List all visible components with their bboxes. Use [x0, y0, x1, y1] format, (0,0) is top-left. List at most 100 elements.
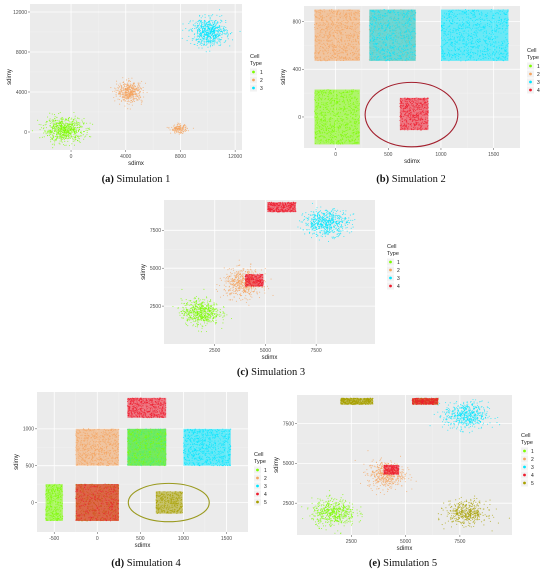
data-point	[382, 17, 384, 20]
data-point	[213, 27, 216, 29]
data-point	[463, 51, 465, 53]
data-point	[323, 33, 325, 36]
data-point	[59, 122, 61, 125]
data-point	[124, 105, 126, 107]
data-point	[414, 43, 416, 45]
data-point	[219, 26, 221, 28]
data-point	[62, 125, 64, 127]
data-point	[357, 12, 359, 14]
data-point	[204, 16, 206, 18]
data-point	[481, 28, 483, 30]
data-point	[327, 37, 329, 39]
data-point	[74, 123, 76, 125]
y-tick-label: 4000	[16, 90, 27, 96]
data-point	[43, 136, 45, 138]
data-point	[478, 45, 480, 47]
data-point	[413, 46, 415, 48]
data-point	[72, 129, 74, 131]
data-point	[353, 91, 355, 93]
data-point	[442, 55, 445, 57]
data-point	[317, 98, 319, 100]
data-point	[473, 42, 475, 45]
data-point	[504, 58, 506, 60]
data-point	[405, 31, 407, 33]
y-tick-label: 400	[293, 67, 302, 73]
data-point	[377, 9, 379, 11]
data-point	[453, 45, 455, 47]
data-point	[358, 21, 360, 23]
data-point	[73, 111, 75, 114]
data-point	[348, 34, 350, 37]
data-point	[134, 85, 136, 87]
data-point	[324, 58, 326, 60]
data-point	[501, 28, 503, 30]
data-point	[349, 135, 351, 137]
data-point	[454, 43, 456, 45]
data-point	[212, 43, 214, 45]
data-point	[326, 29, 328, 31]
data-point	[381, 53, 383, 55]
data-point	[502, 25, 504, 27]
data-point	[70, 121, 72, 123]
data-point	[442, 28, 444, 30]
data-point	[442, 24, 444, 26]
data-point	[389, 55, 391, 57]
data-point	[319, 24, 321, 27]
data-point	[397, 36, 399, 38]
data-point	[315, 132, 317, 134]
data-point	[81, 119, 83, 121]
data-point	[318, 52, 320, 54]
data-point	[505, 44, 507, 46]
data-point	[218, 38, 221, 41]
data-point	[466, 22, 468, 24]
data-point	[124, 88, 126, 90]
data-point	[133, 100, 136, 103]
data-point	[129, 95, 131, 97]
data-point	[467, 51, 469, 53]
data-point	[321, 25, 323, 27]
data-point	[322, 92, 325, 94]
data-point	[67, 140, 69, 142]
y-tick-label: 800	[293, 19, 302, 25]
data-point	[330, 17, 332, 19]
data-point	[492, 52, 494, 55]
data-point	[324, 125, 326, 127]
data-point	[357, 42, 360, 44]
data-point	[211, 30, 213, 33]
data-point	[452, 20, 454, 22]
data-point	[341, 43, 343, 45]
data-point	[375, 19, 378, 21]
data-point	[356, 47, 358, 49]
data-point	[402, 49, 404, 51]
data-point	[459, 53, 461, 55]
data-point	[396, 59, 398, 61]
data-point	[357, 40, 359, 43]
data-point	[135, 93, 137, 96]
data-point	[405, 49, 407, 52]
data-point	[502, 59, 504, 61]
data-point	[343, 11, 345, 13]
data-point	[348, 9, 350, 11]
data-point	[340, 141, 342, 143]
data-point	[175, 130, 178, 132]
data-point	[378, 33, 380, 35]
data-point	[409, 23, 411, 26]
data-point	[55, 131, 57, 133]
data-point	[375, 59, 377, 61]
data-point	[447, 15, 449, 17]
data-point	[458, 36, 460, 38]
data-point	[130, 91, 132, 93]
data-point	[320, 18, 323, 20]
data-point	[482, 25, 484, 27]
data-point	[487, 20, 489, 22]
data-point	[414, 10, 416, 12]
data-point	[408, 34, 410, 36]
data-point	[218, 30, 220, 32]
data-point	[176, 128, 178, 130]
data-point	[122, 81, 124, 84]
data-point	[55, 128, 57, 130]
y-tick-label: 8000	[16, 50, 27, 56]
data-point	[504, 56, 507, 58]
data-point	[211, 41, 213, 43]
data-point	[320, 10, 322, 12]
